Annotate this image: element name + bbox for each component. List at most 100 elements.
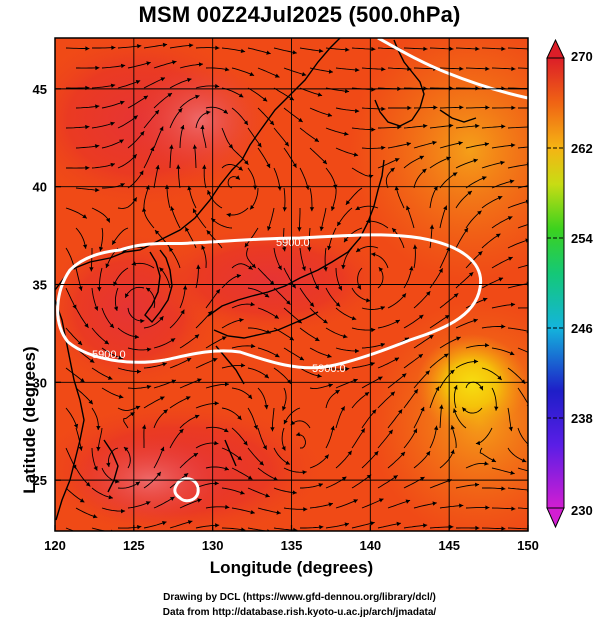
streamline-arrow: [96, 426, 101, 430]
streamline-arrow: [79, 498, 85, 503]
streamline-arrow: [95, 187, 100, 193]
streamline-arrow: [537, 306, 541, 310]
streamline-arrow: [406, 141, 411, 147]
streamline-arrow: [193, 453, 198, 458]
streamline: [517, 347, 528, 353]
streamline-arrow: [162, 42, 168, 48]
streamline-arrow: [432, 140, 437, 145]
streamline-arrow: [413, 428, 417, 434]
streamline-arrow: [264, 404, 269, 410]
streamline-arrow: [196, 264, 201, 269]
colorbar-gradient: [546, 57, 565, 509]
streamline-arrow: [292, 490, 297, 495]
streamline-arrow: [95, 65, 100, 71]
streamline-arrow: [341, 476, 347, 481]
streamline-arrow: [344, 131, 349, 136]
streamline-arrow: [335, 390, 340, 395]
streamline-arrow: [106, 462, 111, 467]
colorbar-tick-label: 254: [571, 231, 593, 246]
streamline-arrow: [78, 446, 83, 451]
streamline-arrow: [243, 440, 248, 446]
streamline: [517, 507, 528, 509]
streamline-arrow: [475, 86, 480, 91]
streamline-arrow: [270, 427, 275, 432]
streamline-arrow: [341, 264, 346, 270]
streamline-arrow: [432, 501, 437, 506]
credit-data: Data from http://database.rish.kyoto-u.a…: [162, 607, 437, 618]
streamline-arrow: [264, 293, 270, 298]
streamline-arrow: [89, 267, 94, 272]
streamline-arrow: [239, 318, 244, 323]
streamline-arrow: [450, 425, 455, 430]
streamline-arrow: [345, 366, 350, 372]
streamline-arrow: [449, 86, 454, 91]
streamline-arrow: [243, 120, 248, 125]
streamline-arrow: [392, 228, 397, 233]
streamline-arrow: [146, 347, 152, 352]
streamline-arrow: [501, 46, 506, 51]
streamline-arrow: [240, 490, 245, 495]
streamline-arrow: [426, 291, 431, 296]
streamline-arrow: [420, 477, 425, 481]
streamline-arrow: [301, 72, 307, 77]
streamline-arrow: [206, 230, 211, 235]
streamline-arrow: [344, 237, 349, 243]
streamline-arrow: [508, 426, 513, 432]
streamline-arrow: [452, 408, 458, 413]
streamline-arrow: [371, 409, 377, 414]
streamline-arrow: [477, 251, 483, 256]
streamline-arrow: [277, 265, 282, 270]
streamline-arrow: [159, 396, 165, 401]
streamline-arrow: [307, 247, 312, 252]
streamline-arrow: [381, 67, 386, 72]
streamline-arrow: [110, 121, 115, 126]
streamline-arrow: [508, 256, 513, 261]
streamline-arrow: [250, 343, 256, 349]
streamline-arrow: [214, 481, 219, 486]
streamline-arrow: [443, 205, 448, 211]
colorbar-tick-label: 230: [571, 503, 593, 518]
streamline-arrow: [511, 506, 516, 511]
streamline-arrow: [179, 429, 184, 434]
streamline-arrow: [337, 221, 342, 226]
streamline-arrow: [240, 48, 246, 53]
streamline-arrow: [228, 144, 233, 149]
streamline-arrow: [536, 471, 540, 475]
streamline-arrow: [241, 527, 246, 531]
streamline-arrow: [80, 378, 85, 383]
x-tick-label: 145: [438, 538, 460, 553]
streamline-arrow: [248, 265, 253, 270]
streamline-arrow: [286, 379, 292, 384]
x-tick-label: 140: [359, 538, 381, 553]
contour-5900-small: [173, 477, 200, 503]
streamline-arrow: [395, 320, 400, 324]
streamline-arrow: [163, 409, 168, 414]
streamline-arrow: [120, 63, 126, 69]
streamline: [517, 467, 528, 472]
streamline-arrow: [250, 302, 255, 307]
streamline-arrow: [482, 297, 488, 302]
streamline-arrow: [98, 246, 104, 252]
streamline-arrow: [423, 123, 428, 129]
streamline-arrow: [433, 425, 439, 430]
streamline-arrow: [475, 46, 480, 51]
streamline-arrow: [162, 362, 167, 367]
streamline-arrow: [501, 324, 506, 329]
streamline-arrow: [401, 293, 406, 298]
streamline-arrow: [244, 242, 249, 248]
streamline-arrow: [323, 319, 328, 324]
streamline-arrow: [401, 373, 407, 378]
streamline-arrow: [77, 340, 83, 345]
streamline-arrow: [444, 315, 450, 320]
streamline-arrow: [236, 273, 241, 279]
streamline-arrow: [501, 124, 506, 129]
streamline-arrow: [330, 206, 336, 211]
streamline-arrow: [459, 105, 464, 110]
streamline-arrow: [422, 168, 427, 174]
streamline-arrow: [197, 378, 202, 383]
map-figure: 5900.0 5900.0 5900.0 120 125 130 135 140 145 1…: [33, 37, 593, 553]
streamline-arrow: [146, 61, 151, 66]
streamline-arrow: [327, 245, 332, 251]
streamline-arrow: [297, 227, 302, 232]
streamline-arrow: [342, 334, 348, 339]
